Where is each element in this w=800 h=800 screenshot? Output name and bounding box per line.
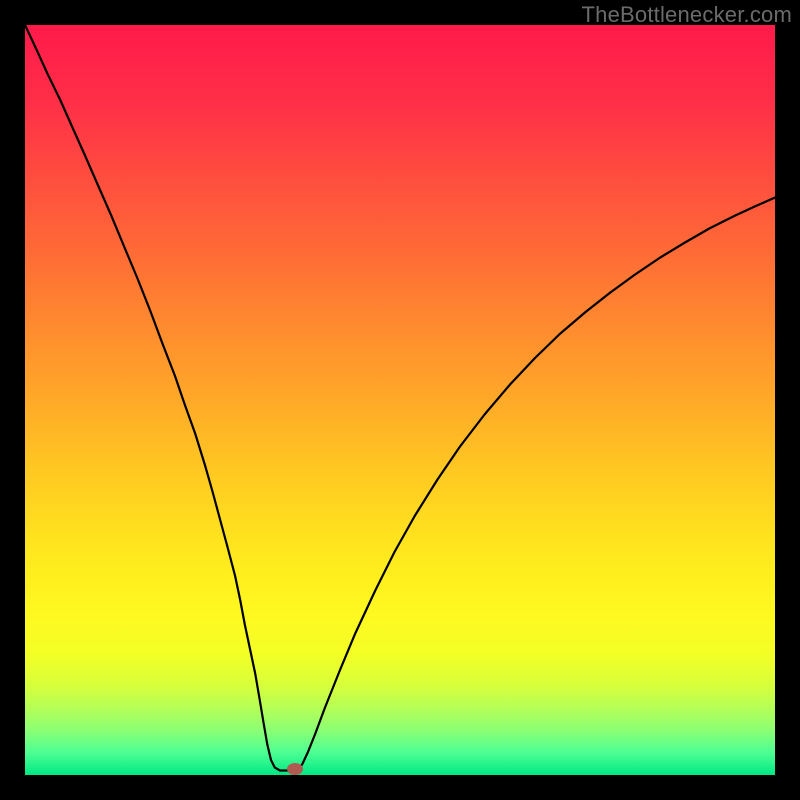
minimum-marker: [287, 763, 303, 775]
bottleneck-curve: [25, 25, 775, 775]
watermark-text: TheBottlenecker.com: [582, 2, 792, 28]
plot-area: [25, 25, 775, 775]
